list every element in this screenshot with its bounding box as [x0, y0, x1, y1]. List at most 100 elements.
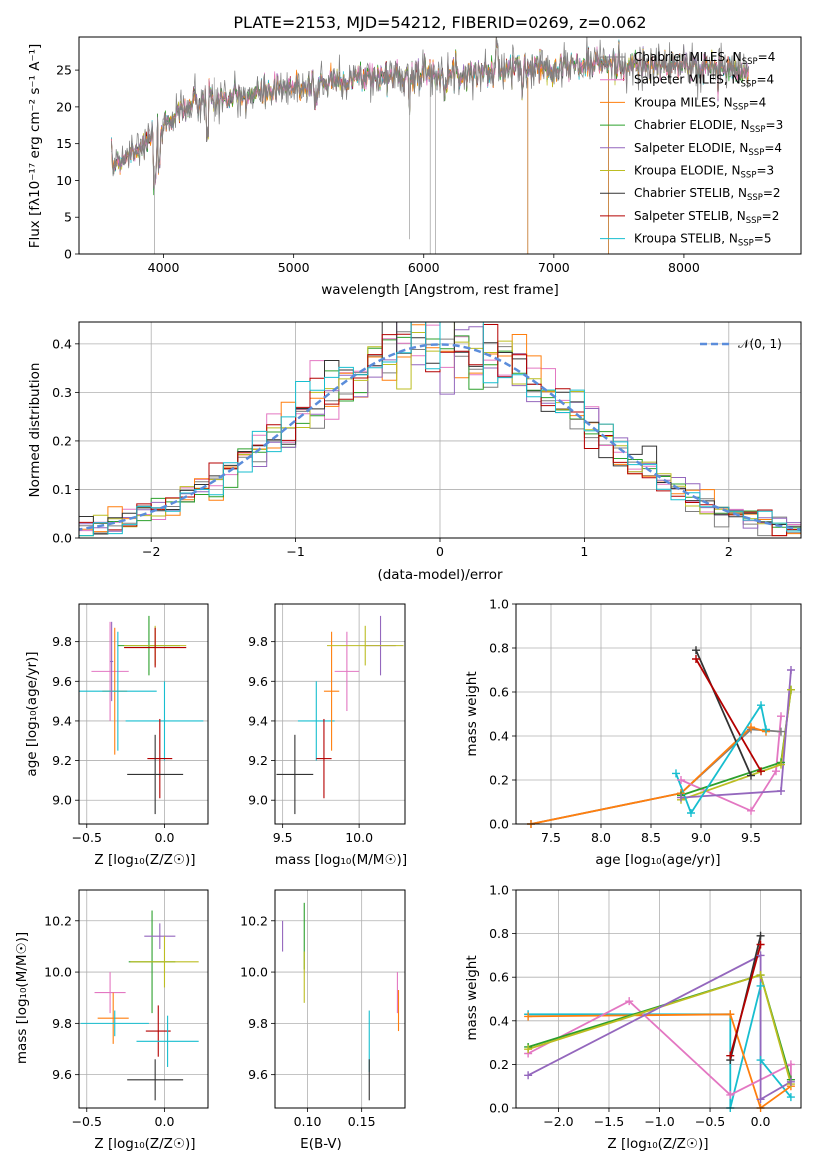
y-tick-label: 0.0 — [52, 531, 72, 546]
age-weight-ylabel: mass weight — [464, 671, 480, 756]
plot-area — [79, 322, 801, 537]
point-marker-salpeter-miles — [726, 1090, 735, 1099]
point-marker-salpeter-miles — [747, 806, 755, 815]
point-marker-kroupa-stelib — [756, 981, 765, 990]
grid — [275, 890, 405, 1108]
mass-age-xlabel: mass [log₁₀(M/M☉)] — [275, 852, 407, 868]
x-tick-label: 1 — [580, 544, 588, 559]
y-tick-label: 9.8 — [248, 1016, 268, 1031]
point-marker-salpeter-elodie — [777, 787, 785, 795]
point-marker-salpeter-miles — [786, 1060, 795, 1069]
y-tick-label: 10.2 — [44, 913, 72, 928]
weight-line-salpeter-stelib — [729, 944, 762, 1056]
x-tick-label: 0.0 — [155, 1114, 175, 1129]
legend-label-salpeter-elodie: Salpeter ELODIE, NSSP=4 — [634, 141, 782, 158]
y-tick-label: 0.8 — [489, 641, 509, 656]
legend-label-kroupa-stelib: Kroupa STELIB, NSSP=5 — [634, 232, 772, 249]
point-marker-kroupa-elodie — [524, 1045, 533, 1054]
weight-line-kroupa-miles — [530, 726, 767, 824]
plot-area — [80, 910, 199, 1101]
age-weight-xlabel: age [log₁₀(age/yr)] — [595, 852, 720, 868]
mass-age-panel: 9.5 10.0 9.0 9.2 9.4 9.6 9.8 — [248, 603, 406, 845]
point-marker-salpeter-miles — [777, 712, 785, 721]
z-weight-xlabel: Z [log₁₀(Z/Z☉)] — [607, 1136, 708, 1152]
point-marker-chabrier-miles — [777, 727, 785, 736]
point-marker-salpeter-stelib — [726, 1051, 735, 1060]
y-tick-label: 9.6 — [52, 674, 72, 689]
z-mass-ylabel: mass [log₁₀(M/M☉)] — [14, 932, 30, 1064]
axes-frame — [78, 36, 802, 255]
x-tick-label: 10.0 — [345, 830, 373, 845]
residuals-xlabel: (data-model)/error — [377, 567, 503, 583]
point-marker-salpeter-elodie — [524, 1071, 533, 1080]
plot-area — [111, 37, 749, 254]
weight-line-salpeter-stelib — [695, 658, 762, 772]
axes-frame — [78, 603, 209, 825]
legend-label-kroupa-elodie: Kroupa ELODIE, NSSP=3 — [634, 164, 774, 181]
point-marker-salpeter-elodie — [787, 666, 795, 674]
weight-line-chabrier-stelib — [695, 649, 752, 776]
z-mass-panel: −0.5 0.0 9.6 9.8 10.0 10.2 — [44, 889, 209, 1129]
x-tick-label: −0.5 — [695, 1114, 725, 1129]
y-tick-label: 1.0 — [489, 883, 509, 898]
y-tick-label: 0.4 — [489, 729, 509, 744]
point-marker-kroupa-stelib — [762, 725, 770, 734]
y-tick-label: 20 — [56, 99, 72, 114]
x-tick-label: −1.5 — [594, 1114, 624, 1129]
residuals-panel: −2 −1 0 1 2 0.0 0.1 0.2 0.3 0.4 — [52, 321, 802, 559]
plot-area — [79, 615, 204, 815]
y-tick-label: 9.0 — [52, 793, 72, 808]
x-tick-label: 7000 — [538, 260, 570, 275]
point-marker-salpeter-elodie — [677, 793, 685, 802]
spectrum-panel: 4000 5000 6000 7000 8000 0 5 10 15 20 25 — [56, 36, 802, 275]
x-tick-label: −2 — [142, 544, 160, 559]
plot-area — [282, 902, 400, 1101]
spectrum-ylabel: Flux [fλ10⁻¹⁷ erg cm⁻² s⁻¹ A⁻¹] — [27, 44, 43, 249]
x-tick-label: −1.0 — [644, 1114, 674, 1129]
residuals-legend: 𝒩(0, 1) — [700, 337, 782, 351]
y-tick-label: 25 — [56, 63, 72, 78]
point-marker-kroupa-stelib — [756, 1056, 765, 1065]
y-tick-label: 0.3 — [52, 385, 72, 400]
y-tick-label: 9.0 — [248, 793, 268, 808]
x-tick-label: 0.10 — [294, 1114, 322, 1129]
y-tick-label: 9.8 — [52, 1016, 72, 1031]
y-tick-label: 0.2 — [489, 1057, 509, 1072]
legend-label-salpeter-stelib: Salpeter STELIB, NSSP=2 — [634, 209, 779, 226]
residuals-ylabel: Normed distribution — [27, 363, 43, 498]
point-marker-kroupa-elodie — [756, 971, 765, 980]
ebv-mass-panel: 0.10 0.15 9.6 9.8 10.0 10.2 — [240, 889, 406, 1129]
plot-area — [530, 649, 792, 824]
axes-frame — [274, 603, 406, 825]
x-tick-label: −0.5 — [72, 1114, 102, 1129]
y-tick-label: 1.0 — [489, 597, 509, 612]
y-tick-label: 9.4 — [248, 713, 268, 728]
y-tick-label: 9.6 — [248, 674, 268, 689]
y-tick-label: 0.4 — [52, 336, 72, 351]
y-tick-label: 0.8 — [489, 926, 509, 941]
x-tick-label: 6000 — [408, 260, 440, 275]
point-marker-salpeter-elodie — [786, 1077, 795, 1086]
grid — [79, 890, 208, 1108]
point-marker-salpeter-stelib — [756, 940, 765, 949]
y-tick-label: 0.6 — [489, 685, 509, 700]
y-tick-label: 9.8 — [52, 634, 72, 649]
y-tick-label: 10.0 — [44, 965, 72, 980]
y-tick-label: 0.2 — [52, 433, 72, 448]
x-tick-label: 0.0 — [155, 830, 175, 845]
legend-label-chabrier-stelib: Chabrier STELIB, NSSP=2 — [634, 186, 781, 203]
x-tick-label: 8.5 — [641, 830, 661, 845]
legend-label-chabrier-miles: Chabrier MILES, NSSP=4 — [634, 50, 775, 67]
x-tick-label: 0.0 — [751, 1114, 771, 1129]
y-tick-label: 0.1 — [52, 482, 72, 497]
legend-label-salpeter-miles: Salpeter MILES, NSSP=4 — [634, 73, 774, 90]
legend-label-kroupa-miles: Kroupa MILES, NSSP=4 — [634, 95, 766, 112]
z-mass-xlabel: Z [log₁₀(Z/Z☉)] — [94, 1136, 195, 1152]
y-tick-label: 9.6 — [248, 1067, 268, 1082]
point-marker-kroupa-stelib — [672, 769, 680, 778]
grid — [79, 604, 208, 824]
y-tick-label: 15 — [56, 136, 72, 151]
point-marker-salpeter-miles — [625, 997, 634, 1006]
y-tick-label: 9.2 — [52, 753, 72, 768]
